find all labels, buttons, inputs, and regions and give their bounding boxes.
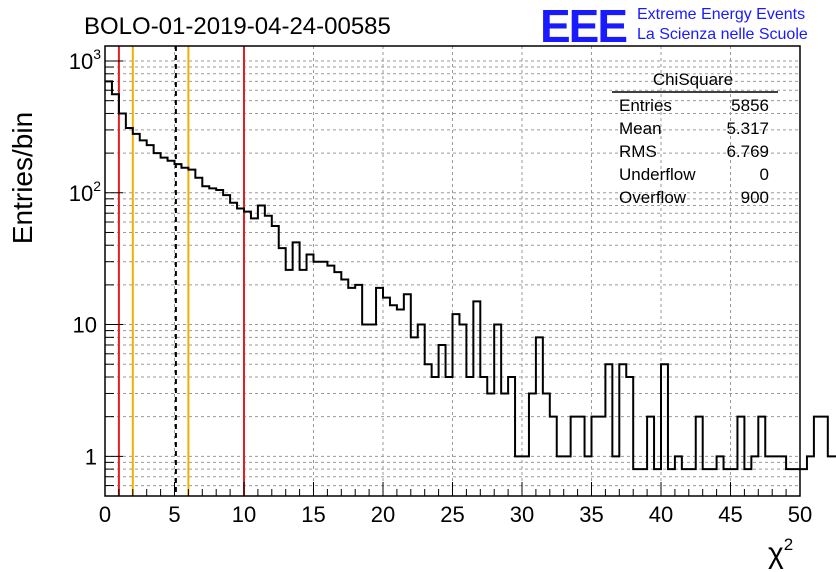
y-tick-label: 10: [73, 313, 97, 338]
histogram-series: [105, 80, 836, 471]
y-tick-label: 103: [69, 46, 101, 74]
x-tick-label: 30: [510, 502, 534, 527]
x-tick-label: 20: [371, 502, 395, 527]
y-tick-label: 1: [85, 444, 97, 469]
x-tick-label: 50: [788, 502, 812, 527]
stats-overflow-label: Overflow: [619, 188, 687, 207]
logo-letters: EEE: [540, 0, 626, 52]
logo-line-2: La Scienza nelle Scuole: [637, 26, 808, 43]
x-tick-label: 40: [649, 502, 673, 527]
x-tick-label: 15: [301, 502, 325, 527]
stats-entries-value: 5856: [731, 96, 769, 115]
stats-mean-label: Mean: [619, 119, 662, 138]
stats-title: ChiSquare: [653, 70, 733, 89]
axes: 0 5 10 15 20 25 30 35 40 45 50 1 10 102 103: [69, 45, 812, 527]
x-tick-label: 25: [440, 502, 464, 527]
x-tick-label: 0: [99, 502, 111, 527]
stats-underflow-label: Underflow: [619, 165, 696, 184]
x-tick-label: 35: [579, 502, 603, 527]
reference-lines: [117, 46, 245, 496]
stats-overflow-value: 900: [741, 188, 769, 207]
x-tick-label: 45: [718, 502, 742, 527]
stats-rms-label: RMS: [619, 142, 657, 161]
stats-box: ChiSquare Entries 5856 Mean 5.317 RMS 6.…: [612, 70, 778, 207]
x-tick-label: 5: [168, 502, 180, 527]
y-axis-label: Entries/bin: [7, 112, 38, 244]
eee-logo: EEE Extreme Energy Events La Scienza nel…: [540, 0, 808, 52]
stats-rms-value: 6.769: [726, 142, 769, 161]
x-axis-label: χ2: [768, 535, 793, 570]
x-tick-label: 10: [232, 502, 256, 527]
stats-underflow-value: 0: [760, 165, 769, 184]
grid: [105, 46, 800, 496]
chart-title: BOLO-01-2019-04-24-00585: [84, 13, 391, 40]
stats-mean-value: 5.317: [726, 119, 769, 138]
y-tick-label: 102: [69, 178, 101, 206]
logo-line-1: Extreme Energy Events: [637, 6, 805, 23]
stats-entries-label: Entries: [619, 96, 672, 115]
